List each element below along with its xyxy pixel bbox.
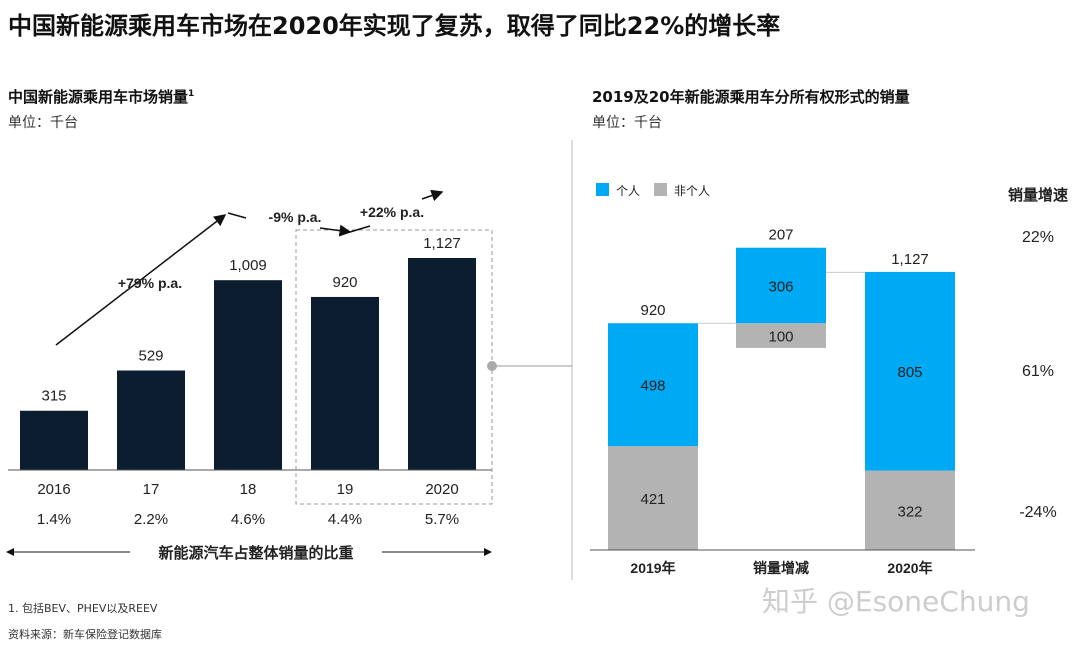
- annotation: +79% p.a.: [118, 275, 182, 291]
- bar-19: [311, 296, 379, 470]
- connector-dot: [487, 361, 497, 371]
- growth-header: 销量增速: [1008, 186, 1068, 204]
- bar-2019-non-individual: [608, 446, 698, 550]
- bar-17: [117, 370, 185, 470]
- share-label: 1.4%: [37, 511, 71, 528]
- growth-arrow: [227, 212, 247, 219]
- bar-2020-individual: [865, 271, 955, 471]
- growth-arrow: [55, 214, 227, 346]
- segment-value-label: 805: [897, 364, 922, 381]
- growth-value: -24%: [1019, 504, 1056, 521]
- x-tick-label: 19: [337, 481, 354, 498]
- segment-value-label: 100: [768, 329, 793, 346]
- growth-arrow: [319, 224, 352, 237]
- segment-value-label: 498: [640, 378, 665, 395]
- bar-18: [214, 280, 282, 470]
- share-label: 4.4%: [328, 511, 362, 528]
- segment-value-label: 306: [768, 278, 793, 295]
- x-tick-label: 2016: [37, 481, 70, 498]
- left-chart-unit: 单位：千台: [8, 115, 78, 131]
- segment-value-label: 421: [640, 491, 665, 508]
- growth-arrow: [421, 189, 444, 202]
- share-label: 4.6%: [231, 511, 265, 528]
- bar-value-label: 920: [332, 274, 357, 291]
- growth-value: 22%: [1022, 229, 1054, 246]
- bar-value-label: 315: [41, 388, 66, 405]
- total-label: 207: [768, 227, 793, 244]
- source-note: 资料来源：新车保险登记数据库: [8, 628, 162, 641]
- right-chart-unit: 单位：千台: [592, 115, 662, 131]
- bar-2016: [20, 410, 88, 470]
- x-tick-label: 销量增减: [753, 560, 809, 576]
- bar-change-individual: [736, 247, 826, 324]
- bar-2020: [408, 258, 476, 470]
- share-label: 5.7%: [425, 511, 459, 528]
- arrow-head: [6, 548, 14, 556]
- watermark: 知乎 @EsoneChung: [762, 585, 1030, 618]
- legend-label: 非个人: [674, 184, 710, 198]
- growth-value: 61%: [1022, 363, 1054, 380]
- annotation: +22% p.a.: [360, 204, 424, 220]
- bar-2020-non-individual: [865, 470, 955, 550]
- bar-value-label: 1,009: [229, 257, 267, 274]
- x-tick-label: 18: [240, 481, 257, 498]
- x-tick-label: 2019年: [630, 560, 675, 576]
- left-chart-title: 中国新能源乘用车市场销量1: [8, 88, 195, 106]
- x-tick-label: 17: [143, 481, 160, 498]
- total-label: 920: [640, 302, 665, 319]
- total-label: 1,127: [891, 251, 929, 268]
- legend-swatch-individual: [596, 183, 609, 196]
- x-tick-label: 2020: [425, 481, 458, 498]
- bar-value-label: 529: [138, 347, 163, 364]
- bar-2019-individual: [608, 323, 698, 447]
- growth-arrow: [349, 225, 371, 233]
- annotation: -9% p.a.: [269, 209, 322, 225]
- x-tick-label: 2020年: [887, 560, 932, 576]
- share-axis-label: 新能源汽车占整体销量的比重: [158, 544, 353, 562]
- right-chart-title: 2019及20年新能源乘用车分所有权形式的销量: [592, 88, 910, 106]
- legend-label: 个人: [616, 184, 640, 198]
- bar-change-non-individual: [736, 323, 826, 348]
- page-title: 中国新能源乘用车市场在2020年实现了复苏，取得了同比22%的增长率: [8, 12, 781, 40]
- segment-value-label: 322: [897, 503, 922, 520]
- footnote: 1. 包括BEV、PHEV以及REEV: [8, 602, 158, 615]
- legend-swatch-non-individual: [654, 183, 667, 196]
- arrow-head: [484, 548, 492, 556]
- share-label: 2.2%: [134, 511, 168, 528]
- bar-value-label: 1,127: [423, 235, 461, 252]
